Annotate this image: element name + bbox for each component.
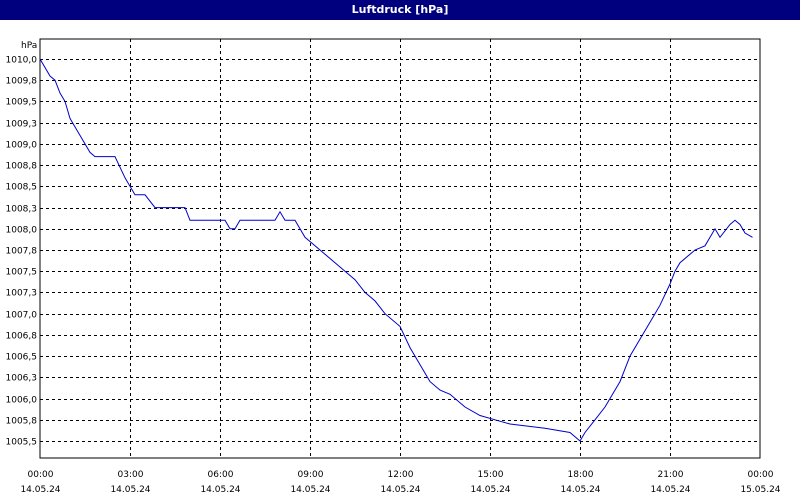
x-tick-date-label: 14.05.24 xyxy=(110,485,150,495)
x-tick-date-label: 14.05.24 xyxy=(470,485,510,495)
x-tick-time-label: 09:00 xyxy=(298,470,324,480)
x-tick-date-label: 15.05.24 xyxy=(740,485,780,495)
plot-area xyxy=(39,38,761,459)
x-tick-time-label: 12:00 xyxy=(388,470,414,480)
x-tick-date-label: 14.05.24 xyxy=(380,485,420,495)
y-tick-label: 1007,0 xyxy=(6,311,38,321)
y-tick-label: 1007,3 xyxy=(6,289,38,299)
y-tick-label: 1008,3 xyxy=(6,205,38,215)
y-tick-label: 1006,8 xyxy=(6,332,38,342)
y-tick-label: 1006,3 xyxy=(6,374,38,384)
pressure-series-line xyxy=(39,58,753,442)
x-tick-time-label: 06:00 xyxy=(208,470,234,480)
x-tick-time-label: 21:00 xyxy=(658,470,684,480)
y-tick-label: 1010,0 xyxy=(6,56,38,66)
x-tick-date-label: 14.05.24 xyxy=(290,485,330,495)
y-tick-label: 1008,5 xyxy=(6,183,38,193)
x-axis-ticks: 00:00 14.05.24 03:00 14.05.24 06:00 14.05.24 0… xyxy=(20,470,780,495)
series xyxy=(39,58,753,442)
y-tick-label: 1007,5 xyxy=(6,268,38,278)
y-tick-label: 1006,0 xyxy=(6,396,38,406)
window-title: Luftdruck [hPa] xyxy=(0,0,800,20)
x-tick-time-label: 15:00 xyxy=(478,470,504,480)
x-tick-date-label: 14.05.24 xyxy=(650,485,690,495)
y-axis-unit-label: hPa xyxy=(21,41,37,51)
y-tick-label: 1009,8 xyxy=(6,77,38,87)
x-tick-date-label: 14.05.24 xyxy=(200,485,240,495)
x-tick-time-label: 00:00 xyxy=(28,470,54,480)
x-tick-time-label: 03:00 xyxy=(118,470,144,480)
y-tick-label: 1005,5 xyxy=(6,438,38,448)
x-tick-time-label: 00:00 xyxy=(748,470,774,480)
y-tick-label: 1005,8 xyxy=(6,417,38,427)
y-tick-label: 1009,0 xyxy=(6,141,38,151)
y-tick-label: 1006,5 xyxy=(6,353,38,363)
y-tick-label: 1009,5 xyxy=(6,98,38,108)
grid xyxy=(40,39,760,458)
y-tick-label: 1007,8 xyxy=(6,247,38,257)
x-tick-date-label: 14.05.24 xyxy=(20,485,60,495)
y-tick-label: 1008,0 xyxy=(6,226,38,236)
y-tick-label: 1009,3 xyxy=(6,120,38,130)
x-tick-time-label: 18:00 xyxy=(568,470,594,480)
y-tick-label: 1008,8 xyxy=(6,162,38,172)
x-tick-date-label: 14.05.24 xyxy=(560,485,600,495)
y-axis-ticks: 1010,0 1009,8 1009,5 1009,3 1009,0 1008,8 1008… xyxy=(6,56,38,448)
